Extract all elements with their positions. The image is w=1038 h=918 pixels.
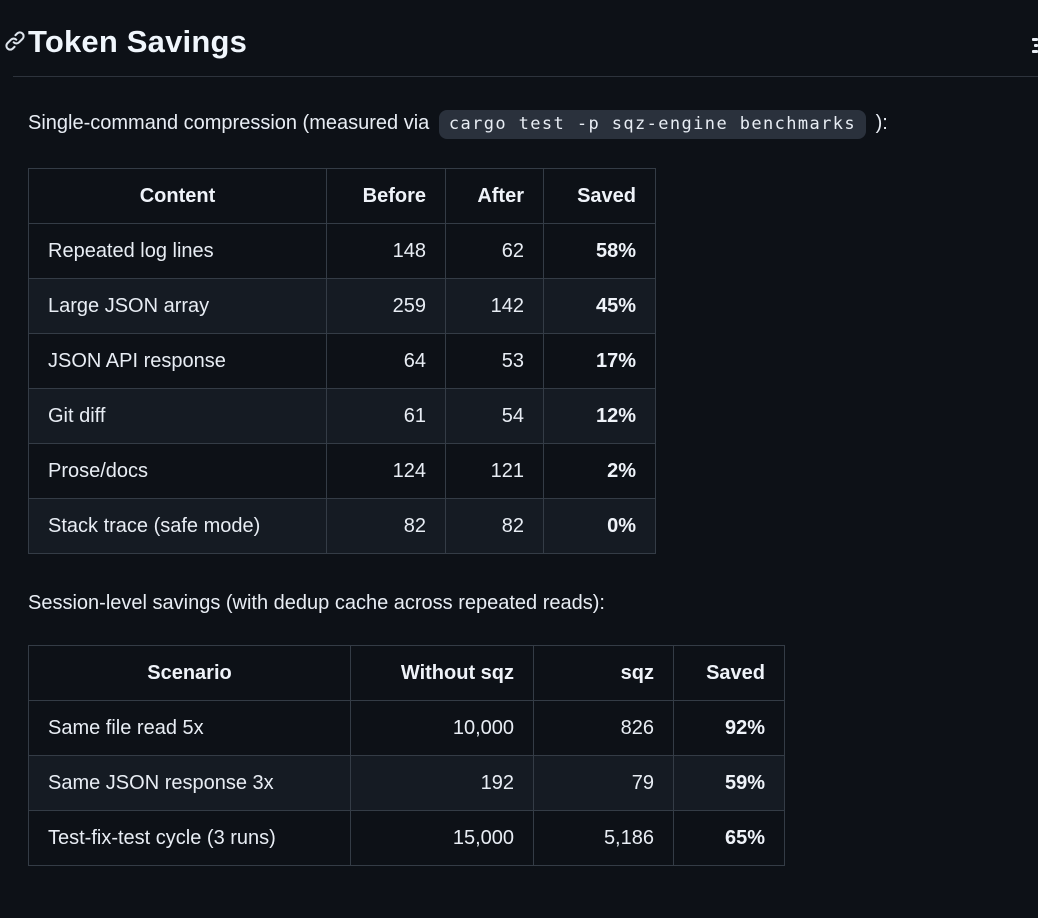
table-cell: 259 — [326, 278, 446, 334]
table-cell: 142 — [445, 278, 544, 334]
table-cell: 82 — [326, 498, 446, 554]
session-level-savings-table: Scenario Without sqz sqz Saved Same file… — [28, 645, 785, 866]
intro-paragraph: Single-command compression (measured via… — [28, 108, 1038, 139]
table-row: Same JSON response 3x 192 79 59% — [28, 755, 785, 811]
table-row: Prose/docs 124 121 2% — [28, 443, 656, 499]
table-cell: Prose/docs — [28, 443, 327, 499]
table-cell: 64 — [326, 333, 446, 389]
table-cell: 826 — [533, 700, 674, 756]
table-row: Test-fix-test cycle (3 runs) 15,000 5,18… — [28, 810, 785, 866]
clipped-glyph-fragment — [1031, 36, 1038, 58]
table-cell: 54 — [445, 388, 544, 444]
intro-text-after: ): — [875, 112, 888, 134]
table-cell: 45% — [543, 278, 656, 334]
table-cell: 82 — [445, 498, 544, 554]
table-cell: Repeated log lines — [28, 223, 327, 279]
table-cell: Large JSON array — [28, 278, 327, 334]
table-cell: 0% — [543, 498, 656, 554]
table-cell: 148 — [326, 223, 446, 279]
page-title: Token Savings — [5, 0, 1038, 77]
table2-header-scenario: Scenario — [28, 645, 351, 701]
inline-code-command: cargo test -p sqz-engine benchmarks — [438, 110, 867, 139]
table-cell: 53 — [445, 333, 544, 389]
table-cell: 15,000 — [350, 810, 534, 866]
table-cell: Git diff — [28, 388, 327, 444]
heading-anchor-link[interactable] — [4, 30, 26, 52]
table-row: JSON API response 64 53 17% — [28, 333, 656, 389]
table-cell: 61 — [326, 388, 446, 444]
table2-header-sqz: sqz — [533, 645, 674, 701]
table-cell: 79 — [533, 755, 674, 811]
link-icon — [4, 30, 26, 52]
session-paragraph: Session-level savings (with dedup cache … — [28, 592, 605, 614]
table-cell: 59% — [673, 755, 785, 811]
table-row: Git diff 61 54 12% — [28, 388, 656, 444]
table-cell: 5,186 — [533, 810, 674, 866]
table-cell: Same file read 5x — [28, 700, 351, 756]
table-header-row: Scenario Without sqz sqz Saved — [28, 645, 785, 701]
table-row: Large JSON array 259 142 45% — [28, 278, 656, 334]
page-title-text: Token Savings — [28, 24, 248, 59]
table-cell: 17% — [543, 333, 656, 389]
table-cell: 58% — [543, 223, 656, 279]
table-cell: 62 — [445, 223, 544, 279]
table-cell: JSON API response — [28, 333, 327, 389]
table1-header-saved: Saved — [543, 168, 656, 224]
table-cell: 192 — [350, 755, 534, 811]
table-cell: 124 — [326, 443, 446, 499]
intro-text-before: Single-command compression (measured via — [28, 112, 430, 134]
table-row: Repeated log lines 148 62 58% — [28, 223, 656, 279]
table-cell: Same JSON response 3x — [28, 755, 351, 811]
table-cell: Stack trace (safe mode) — [28, 498, 327, 554]
single-command-compression-table: Content Before After Saved Repeated log … — [28, 168, 656, 554]
table-cell: 2% — [543, 443, 656, 499]
table-row: Stack trace (safe mode) 82 82 0% — [28, 498, 656, 554]
table2-header-saved: Saved — [673, 645, 785, 701]
table-row: Same file read 5x 10,000 826 92% — [28, 700, 785, 756]
table2-header-without-sqz: Without sqz — [350, 645, 534, 701]
table-cell: 92% — [673, 700, 785, 756]
table1-header-content: Content — [28, 168, 327, 224]
table-header-row: Content Before After Saved — [28, 168, 656, 224]
table1-header-before: Before — [326, 168, 446, 224]
table-cell: Test-fix-test cycle (3 runs) — [28, 810, 351, 866]
table1-header-after: After — [445, 168, 544, 224]
table-cell: 10,000 — [350, 700, 534, 756]
table-cell: 121 — [445, 443, 544, 499]
table-cell: 12% — [543, 388, 656, 444]
table-cell: 65% — [673, 810, 785, 866]
